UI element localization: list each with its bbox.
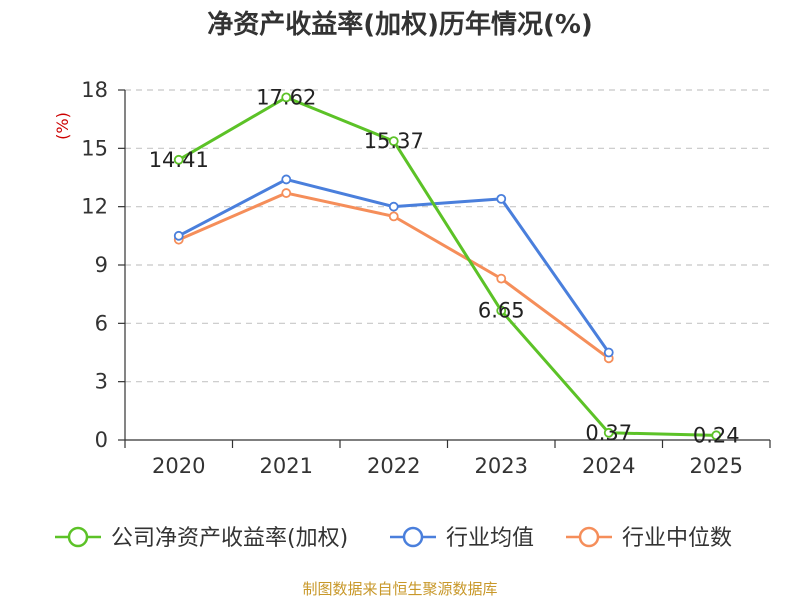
point-1-2020	[173, 230, 184, 241]
axes: 0 3 6 9 12 15 18 2020 2021 2022 2023 2024 2025	[81, 78, 771, 478]
y-tick-label-12: 12	[81, 195, 108, 219]
y-tick-label-6: 6	[95, 311, 108, 335]
legend-label-0: 公司净资产收益率(加权)	[111, 526, 348, 551]
point-2-2022	[388, 211, 399, 222]
y-tick-label-9: 9	[95, 253, 108, 277]
x-tick-label-2022: 2022	[367, 454, 420, 478]
point-1-2023	[496, 193, 507, 204]
legend-marker-2	[578, 526, 600, 548]
point-0-2023	[496, 305, 507, 316]
x-tick-label-2025: 2025	[690, 454, 743, 478]
point-2-2021	[281, 188, 292, 198]
data-label-2023: 6.65	[478, 299, 525, 323]
data-label-2020: 14.41	[149, 148, 209, 172]
x-tick-label-2021: 2021	[260, 454, 313, 478]
y-tick-label-15: 15	[81, 136, 108, 160]
y-tick-label-18: 18	[81, 78, 108, 102]
legend-marker-1	[402, 526, 424, 548]
point-1-2022	[388, 201, 399, 212]
legend-marker-0	[67, 526, 89, 548]
legend-label-2: 行业中位数	[622, 526, 732, 551]
point-0-2022	[388, 136, 399, 147]
point-0-2024	[603, 427, 614, 438]
legend-label-1: 行业均值	[446, 526, 534, 551]
point-0-2020	[173, 154, 184, 165]
source-note: 制图数据来自恒生聚源数据库	[302, 580, 497, 598]
chart-title: 净资产收益率(加权)历年情况(%)	[207, 9, 593, 40]
data-labels: 14.41 17.62 15.37 6.65 0.37 0.24	[149, 85, 740, 447]
data-label-2021: 17.62	[256, 85, 316, 109]
data-label-2025: 0.24	[693, 423, 740, 447]
y-tick-label-3: 3	[95, 370, 108, 394]
point-1-2024	[603, 347, 614, 358]
x-tick-label-2023: 2023	[475, 454, 528, 478]
grid	[125, 89, 770, 383]
point-2-2023	[496, 273, 507, 284]
data-label-2024: 0.37	[585, 421, 632, 445]
point-1-2021	[281, 174, 292, 185]
point-0-2025	[711, 430, 722, 441]
x-tick-label-2020: 2020	[152, 454, 205, 478]
x-tick-label-2024: 2024	[582, 454, 635, 478]
data-label-2022: 15.37	[364, 129, 424, 153]
legend: 公司净资产收益率(加权) 行业均值 行业中位数	[55, 526, 732, 551]
series-line-0	[177, 95, 717, 437]
y-tick-label-0: 0	[95, 428, 108, 452]
point-0-2021	[281, 92, 292, 103]
series-lines	[173, 92, 722, 441]
y-axis-label: (%)	[53, 112, 72, 140]
